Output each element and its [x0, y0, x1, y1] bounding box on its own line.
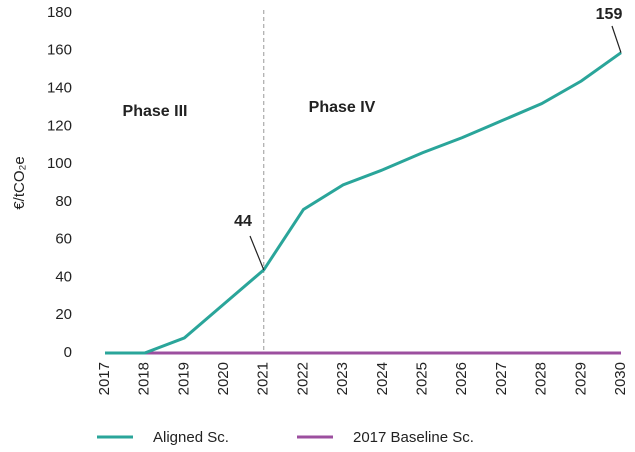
x-tick-label: 2021	[255, 362, 272, 395]
x-tick-label: 2017	[96, 362, 113, 395]
y-tick-label: 20	[55, 306, 72, 323]
y-tick-label: 180	[47, 4, 72, 21]
legend-label: 2017 Baseline Sc.	[353, 429, 474, 446]
y-tick-label: 140	[47, 80, 72, 97]
y-tick-label: 40	[55, 268, 72, 285]
x-tick-label: 2025	[414, 362, 431, 395]
leader-line	[249, 235, 265, 271]
x-tick-label: 2028	[533, 362, 550, 395]
x-tick-label: 2019	[175, 362, 192, 395]
x-tick-label: 2024	[374, 362, 391, 395]
data-label: 44	[234, 213, 252, 230]
x-tick-label: 2027	[493, 362, 510, 395]
x-tick-label: 2023	[334, 362, 351, 395]
x-tick-label: 2026	[453, 362, 470, 395]
y-axis-label: €/tCO₂e	[11, 156, 28, 209]
y-tick-label: 80	[55, 193, 72, 210]
y-tick-label: 100	[47, 155, 72, 172]
leader-line	[611, 25, 622, 53]
x-tick-label: 2029	[572, 362, 589, 395]
y-tick-label: 60	[55, 231, 72, 248]
y-tick-label: 0	[64, 344, 72, 361]
annotation: Phase IV	[309, 99, 376, 116]
annotation: Phase III	[123, 103, 188, 120]
line-series	[105, 51, 622, 355]
legend-label: Aligned Sc.	[153, 429, 229, 446]
x-tick-label: 2030	[612, 362, 629, 395]
x-tick-label: 2018	[136, 362, 153, 395]
x-tick-label: 2020	[215, 362, 232, 395]
y-tick-label: 160	[47, 42, 72, 59]
y-tick-label: 120	[47, 117, 72, 134]
x-tick-label: 2022	[294, 362, 311, 395]
data-label: 159	[596, 6, 623, 23]
